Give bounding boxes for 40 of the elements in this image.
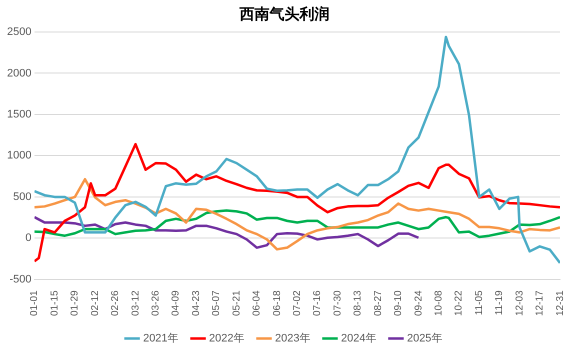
x-tick-label: 12-17 xyxy=(534,290,546,316)
x-tick-label: 02-26 xyxy=(110,290,122,316)
x-tick-label: 03-26 xyxy=(150,290,162,316)
x-tick-label: 10-08 xyxy=(433,290,444,316)
y-tick-label: -500 xyxy=(9,273,32,286)
x-tick-label: 08-13 xyxy=(352,290,364,316)
x-tick-label: 07-02 xyxy=(292,290,303,316)
x-tick-label: 01-15 xyxy=(49,290,60,316)
x-tick-label: 02-12 xyxy=(90,290,101,316)
legend-label: 2021年 xyxy=(143,332,179,345)
x-tick-label: 03-12 xyxy=(130,290,142,316)
y-tick-label: 1500 xyxy=(6,108,32,121)
legend-label: 2022年 xyxy=(209,332,245,345)
x-tick-label: 07-16 xyxy=(312,290,324,316)
x-tick-label: 11-19 xyxy=(494,290,506,316)
y-tick-label: 2000 xyxy=(6,67,32,80)
x-tick-label: 06-18 xyxy=(272,290,283,316)
x-tick-label: 10-22 xyxy=(454,290,465,316)
x-tick-label: 11-05 xyxy=(474,290,485,316)
x-tick-label: 08-27 xyxy=(372,290,384,316)
x-tick-label: 07-30 xyxy=(332,290,344,316)
x-tick-label: 05-21 xyxy=(231,290,242,316)
y-tick-label: 1000 xyxy=(6,150,32,162)
x-tick-label: 12-31 xyxy=(554,290,566,316)
x-tick-label: 06-04 xyxy=(252,290,263,316)
legend-label: 2025年 xyxy=(406,332,442,345)
chart-title: 西南气头利润 xyxy=(238,4,330,23)
x-tick-label: 04-23 xyxy=(190,290,202,316)
x-tick-label: 04-09 xyxy=(170,290,182,316)
x-tick-label: 12-03 xyxy=(514,290,526,316)
legend-label: 2023年 xyxy=(275,332,310,345)
y-tick-label: 2500 xyxy=(6,26,32,38)
y-tick-label: 0 xyxy=(25,232,32,244)
x-tick-label: 05-07 xyxy=(211,290,222,316)
y-tick-label: 500 xyxy=(13,190,32,203)
x-tick-label: 09-24 xyxy=(413,290,424,316)
x-tick-label: 01-01 xyxy=(29,290,40,316)
legend-label: 2024年 xyxy=(340,332,376,345)
x-tick-label: 01-29 xyxy=(70,290,81,316)
x-tick-label: 09-10 xyxy=(393,290,404,316)
